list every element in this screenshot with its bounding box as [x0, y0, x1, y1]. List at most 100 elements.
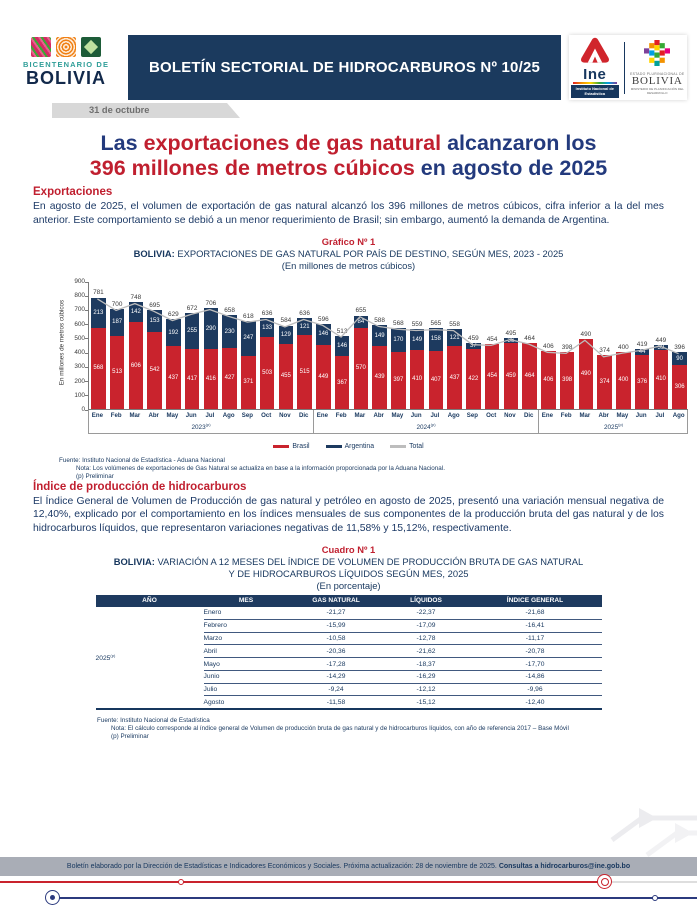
estado-mosaic-icon	[644, 39, 671, 66]
chart-title-bold: BOLIVIA:	[133, 247, 175, 259]
total-value-label: 629	[168, 311, 179, 319]
y-tick-label: 0	[81, 406, 85, 414]
y-tick-mark	[85, 309, 88, 311]
legend-swatch	[390, 444, 407, 448]
decor-line-red	[0, 881, 610, 883]
month-label: Abr	[598, 411, 609, 419]
bar-brasil: 515	[297, 335, 312, 409]
ine-logo: Ine Instituto Nacional de Estadística	[571, 37, 619, 98]
month-label: Ene	[91, 411, 103, 419]
background-arrows-decoration	[610, 808, 697, 858]
banner-title: BOLETÍN SECTORIAL DE HIDROCARBUROS Nº 10…	[128, 35, 561, 100]
table-preliminar: (p) Preliminar	[111, 733, 149, 741]
bar-brasil: 464	[522, 342, 537, 409]
table-row: Junio -14,29 -16,29 -14,86	[96, 669, 602, 684]
total-value-label: 559	[411, 321, 423, 329]
bar-brasil: 568	[91, 327, 106, 409]
logo-divider	[623, 41, 625, 94]
bar-argentina: 149	[372, 325, 387, 347]
bar-argentina: 39	[653, 345, 669, 351]
bar-argentina: 90	[672, 352, 687, 366]
month-label: Dic	[298, 411, 309, 419]
table-value-cell: -11,17	[468, 631, 602, 645]
table-month-cell: Enero	[203, 609, 222, 617]
bar-brasil: 376	[634, 355, 650, 409]
legend-label: Argentina	[344, 442, 375, 450]
date-ribbon: 31 de octubre	[52, 103, 240, 118]
total-value-label: 700	[111, 300, 123, 308]
total-value-label: 672	[186, 304, 198, 312]
table-value-cell: -15,99	[288, 618, 384, 633]
bar-argentina: 129	[278, 325, 294, 344]
y-tick-label: 400	[74, 349, 85, 357]
cuadro-title-line1: BOLIVIA: VARIACIÓN A 12 MESES DEL ÍNDICE…	[33, 556, 664, 567]
table-value-cell: -22,37	[416, 609, 436, 617]
chart-header: Gráfico Nº 1 BOLIVIA: EXPORTACIONES DE G…	[33, 236, 664, 271]
year-group: 2025(p)	[538, 409, 688, 434]
month-label: Feb	[560, 411, 572, 419]
total-value-label: 419	[636, 340, 648, 348]
footer-contact-link[interactable]: Consultas a hidrocarburos@ine.gob.bo	[498, 863, 631, 870]
diamond-icon	[81, 37, 101, 57]
chart-notes: Fuente: Instituto Nacional de Estadístic…	[59, 457, 664, 481]
total-value-label: 449	[655, 336, 667, 344]
month-label: Jul	[655, 411, 665, 419]
month-label: Jun	[185, 411, 197, 419]
bar-brasil: 400	[616, 351, 631, 409]
estado-line3: MINISTERIO DE PLANIFICACIÓN DEL DESARROL…	[630, 86, 684, 95]
ine-mountain-icon	[580, 38, 609, 64]
table-value-cell: -20,36	[288, 644, 384, 658]
bar-brasil: 416	[203, 349, 219, 409]
table-value-cell: -14,86	[468, 669, 602, 684]
y-tick-label: 600	[74, 320, 85, 328]
bar-argentina: 290	[203, 308, 219, 350]
table-notes: Fuente: Instituto Nacional de Estadístic…	[97, 717, 664, 741]
table-month-cell: Febrero	[203, 618, 289, 633]
estado-line1: ESTADO PLURINACIONAL DE	[630, 71, 685, 76]
bar-argentina: 133	[259, 318, 275, 338]
estado-logo: ESTADO PLURINACIONAL DE BOLIVIA MINISTER…	[630, 39, 685, 95]
legend-label: Brasil	[292, 442, 310, 450]
bar-brasil: 371	[241, 355, 256, 409]
month-label: Feb	[335, 411, 347, 419]
total-value-label: 406	[543, 342, 554, 350]
bar-brasil: 503	[259, 337, 275, 409]
month-label: Mar	[129, 411, 141, 419]
month-label: May	[391, 411, 404, 419]
bar-argentina: 146	[316, 323, 331, 345]
table-year-cell: 2025(p)	[95, 652, 116, 663]
table-column-header: ÍNDICE GENERAL	[468, 594, 602, 607]
estado-line2: BOLIVIA	[631, 74, 683, 87]
content: Exportaciones En agosto de 2025, el volu…	[0, 186, 697, 741]
month-label: Jul	[205, 411, 215, 419]
cuadro-title-rest: VARIACIÓN A 12 MESES DEL ÍNDICE DE VOLUM…	[154, 555, 584, 567]
table-row: Abril -20,36 -21,62 -20,78	[96, 644, 602, 658]
table-value-cell: -17,09	[383, 618, 469, 633]
indice-heading: Índice de producción de hidrocarburos	[33, 480, 247, 493]
month-label: Sep	[241, 411, 253, 419]
total-value-label: 588	[374, 316, 385, 324]
table-value-cell: -21,62	[383, 644, 469, 658]
legend-swatch	[325, 444, 342, 448]
total-value-label: 568	[393, 319, 404, 327]
table-month-cell: Marzo	[203, 631, 289, 645]
month-label: Oct	[486, 411, 497, 419]
table-row: Julio -9,24 -12,12 -9,96	[96, 682, 602, 696]
total-value-label: 658	[224, 306, 235, 314]
total-value-label: 400	[618, 343, 629, 351]
total-value-label: 565	[430, 320, 442, 328]
ine-rainbow-stripe	[573, 82, 617, 85]
total-value-label: 636	[299, 310, 310, 318]
total-value-label: 398	[561, 343, 573, 351]
table-header-row: AÑO MES GAS NATURAL LÍQUIDOS ÍNDICE GENERAL	[95, 594, 602, 607]
table-row: Agosto -11,58 -15,12 -12,40	[96, 695, 602, 710]
month-label: Mar	[354, 411, 366, 419]
table-value-cell: -16,29	[383, 669, 469, 684]
table-value-cell: -20,78	[468, 644, 602, 658]
headline-line1: Las exportaciones de gas natural alcanza…	[0, 131, 697, 156]
bar-argentina: 170	[391, 327, 406, 353]
y-tick-mark	[85, 366, 88, 368]
cuadro-label: Cuadro Nº 1	[321, 543, 376, 555]
total-value-label: 513	[336, 327, 348, 335]
chart-nota: Nota: Los volúmenes de exportaciones de …	[76, 464, 445, 472]
